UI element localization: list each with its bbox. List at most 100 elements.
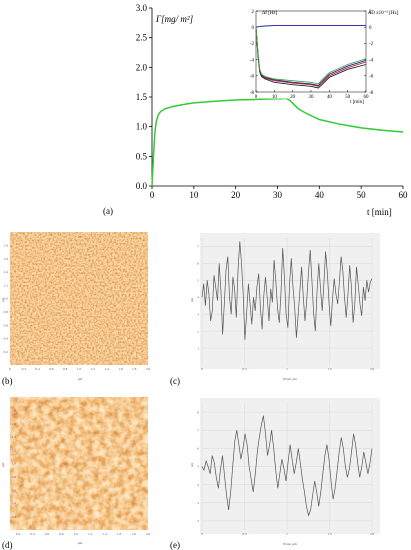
profile-x-tick-label: 1.5 (327, 367, 332, 371)
afm-y-tick-label: 0.2 (12, 515, 17, 519)
profile-y-tick-label: 1 (197, 346, 199, 350)
afm-y-tick-label: 0.8 (4, 310, 9, 314)
profile-x-tick-label: 2.0 (370, 532, 375, 536)
afm-y-tick-label: 1.4 (12, 435, 17, 439)
inset-series-line (255, 27, 367, 89)
profile-c-x-label: Plane µm (283, 377, 297, 381)
afm-x-tick-label: 1.6 (118, 367, 123, 371)
afm-x-tick-label: 0.2 (16, 532, 21, 536)
profile-y-tick-label: 6 (197, 447, 199, 451)
inset-right-tick-label: -4 (369, 58, 374, 63)
profile-y-tick-label: 4 (197, 483, 199, 487)
profile-x-tick-label: 0 (201, 532, 203, 536)
adsorption-y-axis: 0.0 0.5 1.0 1.5 2.0 2.5 3.0 (136, 3, 153, 191)
afm-y-tick-label: 1.8 (12, 409, 17, 413)
afm-x-tick-label: 1.0 (74, 532, 79, 536)
adsorption-x-tick-label: 30 (273, 190, 283, 200)
afm-x-tick-label: 1.8 (131, 532, 136, 536)
afm-y-tick-label: 0.2 (4, 350, 9, 354)
profile-e-grid: 2 3 4 5 6 7 8 0 0.5 1 1.5 2.0 (197, 403, 374, 536)
profile-c-background (200, 233, 380, 369)
afm-x-tick-label: 1.8 (132, 367, 137, 371)
afm-x-tick-label: 0.6 (45, 532, 50, 536)
profile-y-tick-label: 3 (197, 501, 199, 505)
panel-label-a: (a) (103, 206, 113, 216)
afm-y-tick-label: 1.4 (4, 270, 9, 274)
inset-right-axis-label: ΔD x10⁻⁶ [Hz] (368, 10, 399, 16)
afm-y-tick-label: 0.8 (12, 475, 17, 479)
adsorption-x-axis-label: t [min] (367, 207, 392, 217)
afm-x-tick-label: 1.4 (102, 532, 107, 536)
afm-x-tick-label: 0.2 (22, 367, 27, 371)
inset-x-tick-label: 10 (272, 95, 278, 100)
adsorption-x-tick-label: 60 (399, 190, 409, 200)
profile-x-tick-label: 1 (286, 367, 288, 371)
profile-x-tick-label: 0 (201, 367, 203, 371)
adsorption-x-axis: 0 10 20 30 40 50 60 (150, 185, 409, 200)
adsorption-y-tick-label: 0.5 (136, 151, 148, 161)
afm-x-tick-label: 0 (9, 367, 11, 371)
adsorption-chart: 0.00.51.01.52.02.53.0 0 10 20 30 40 50 60 Γ[mg… (103, 3, 408, 217)
height-profile-c: 1 2 3 4 5 6 7 0 0.5 1 1.5 2.0 Plane µm nm (c) (170, 233, 380, 386)
profile-y-tick-label: 7 (197, 428, 199, 432)
height-profile-e: 2 3 4 5 6 7 8 0 0.5 1 1.5 2.0 Plane µm nm (e) (170, 398, 380, 550)
inset-series (255, 25, 367, 89)
profile-y-tick-label: 6 (197, 262, 199, 266)
profile-series-line (201, 241, 373, 340)
afm-x-tick-label: 0.8 (63, 367, 68, 371)
adsorption-x-tick-label: 50 (357, 190, 367, 200)
panel-label-b: (b) (2, 376, 13, 386)
panel-label-e: (e) (170, 540, 180, 550)
afm-y-tick-label: 1.6 (12, 422, 17, 426)
inset-x-tick-label: 40 (327, 95, 333, 100)
adsorption-x-tick-label: 0 (150, 190, 155, 200)
afm-y-tick-label: 1.0 (4, 297, 9, 301)
afm-x-tick-label: 1.2 (91, 367, 96, 371)
adsorption-series (151, 97, 404, 187)
afm-y-tick-label: 1.2 (12, 448, 17, 452)
profile-y-tick-label: 4 (197, 295, 199, 299)
afm-y-tick-label: 1.0 (12, 462, 17, 466)
afm-image-d-ticks: 0.2 0.4 0.6 0.8 1.0 1.2 1.4 1.6 1.8 2.0 0.2 0.4 0.6 0… (12, 409, 151, 537)
profile-y-tick-label: 2 (197, 519, 199, 523)
inset-right-tick-label: 0 (369, 26, 372, 31)
afm-x-tick-label: 1.0 (77, 367, 82, 371)
adsorption-y-tick-label: 1.0 (136, 122, 148, 132)
afm-y-tick-label: 0.6 (12, 488, 17, 492)
profile-e-background (200, 398, 380, 534)
afm-x-tick-label: 2.0 (146, 367, 151, 371)
adsorption-y-tick-label: 0.0 (136, 181, 148, 191)
profile-c-y-label: nm (190, 297, 194, 302)
panel-label-d: (d) (2, 540, 13, 550)
afm-x-tick-label: 2.0 (146, 532, 151, 536)
inset-right-tick-label: -6 (369, 75, 374, 80)
afm-y-tick-label: 0.4 (4, 337, 9, 341)
inset-left-tick-label: 0 (252, 26, 255, 31)
afm-x-tick-label: 1.2 (88, 532, 93, 536)
profile-y-tick-label: 3 (197, 312, 199, 316)
afm-image-d-y-label: µm (1, 462, 5, 467)
profile-y-tick-label: 2 (197, 329, 199, 333)
profile-x-tick-label: 1 (286, 532, 288, 536)
afm-x-tick-label: 1.4 (104, 367, 109, 371)
adsorption-x-tick-label: 10 (189, 190, 199, 200)
afm-x-tick-label: 0.4 (35, 367, 40, 371)
inset-right-tick-label: 2 (369, 10, 372, 15)
profile-x-tick-label: 0.5 (242, 367, 247, 371)
profile-y-tick-label: 5 (197, 279, 199, 283)
afm-x-tick-label: 1.6 (117, 532, 122, 536)
afm-image-b-ticks: 0 0.2 0.4 0.6 0.8 1.0 1.2 1.4 1.6 1.8 2.0 0.2 0.4 0.6… (4, 244, 151, 372)
profile-y-tick-label: 7 (197, 245, 199, 249)
adsorption-y-tick-label: 2.0 (136, 62, 148, 72)
inset-x-axis-label: t [min] (350, 100, 364, 105)
inset-axes: 20-2-4-6-820-2-4-6-80 10 20 30 40 50 60 (250, 10, 374, 100)
inset-series-line (255, 27, 367, 85)
afm-x-tick-label: 0.4 (30, 532, 35, 536)
afm-y-tick-label: 0.6 (4, 323, 9, 327)
adsorption-x-tick-label: 40 (315, 190, 325, 200)
adsorption-y-tick-label: 3.0 (136, 3, 148, 13)
afm-y-tick-label: 1.8 (4, 244, 9, 248)
panel-label-c: (c) (170, 376, 180, 386)
inset-left-tick-label: -4 (250, 58, 255, 63)
